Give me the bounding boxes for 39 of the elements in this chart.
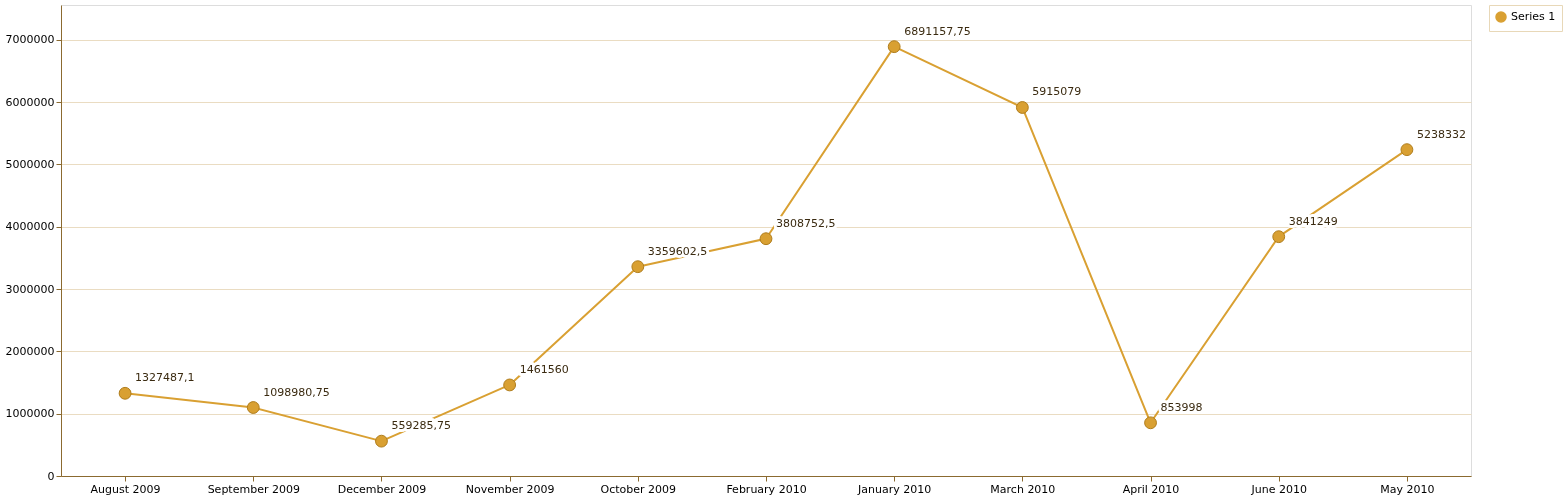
data-label: 5238332 [1416,127,1466,141]
y-tick-label: 5000000 [5,157,55,171]
x-tick-label: October 2009 [600,482,677,496]
data-label: 5915079 [1032,85,1082,99]
y-tick-label: 7000000 [5,33,55,47]
point [1400,143,1414,157]
point [246,401,260,414]
x-tick-label: August 2009 [90,482,161,496]
data-label: 1098980,75 [263,385,330,399]
y-tick-label: 2000000 [5,344,55,358]
point [1144,416,1157,430]
x-tick-label: January 2010 [857,482,932,496]
x-tick-label: February 2010 [726,482,807,496]
point [887,40,901,54]
point [1015,101,1029,114]
x-tick-label: May 2010 [1380,482,1435,496]
point [1272,230,1286,244]
y-tick-label: 4000000 [5,220,55,234]
x-tick-label: December 2009 [337,482,427,496]
x-tick-label: November 2009 [465,482,555,496]
y-tick-label: 6000000 [5,95,55,109]
data-label: 6891157,75 [904,24,971,38]
point [375,434,388,448]
legend-label: Series 1 [1511,10,1556,23]
point [631,260,645,274]
y-tick-label: 0 [47,469,55,483]
data-label: 853998 [1160,400,1203,414]
y-tick-label: 1000000 [5,407,55,421]
x-tick-label: April 2010 [1122,482,1180,496]
x-tick-label: March 2010 [990,482,1056,496]
data-label: 1327487,1 [135,371,195,385]
point [759,232,773,246]
x-tick-label: September 2009 [207,482,300,496]
data-label: 3808752,5 [776,216,836,230]
data-label: 3359602,5 [647,244,708,258]
y-tick-label: 3000000 [5,282,55,296]
point [118,386,132,400]
point [503,378,517,392]
x-tick-label: June 2010 [1250,482,1307,496]
